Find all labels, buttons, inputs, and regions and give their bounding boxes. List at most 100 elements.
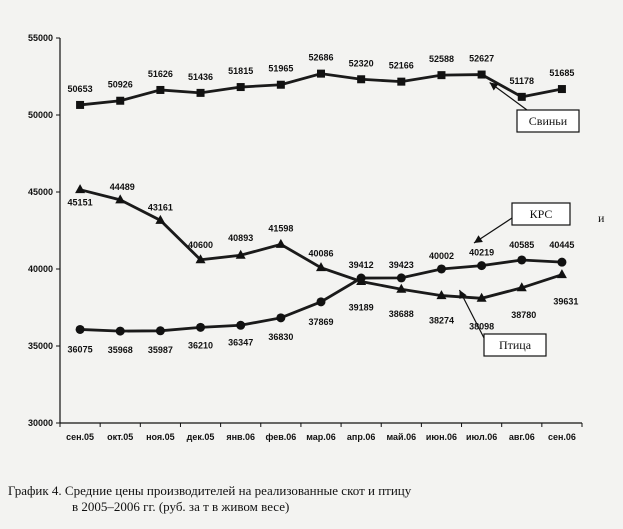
x-tick-label: сен.06 xyxy=(548,432,576,442)
data-label: 36830 xyxy=(268,332,293,342)
y-tick-label: 40000 xyxy=(28,264,53,274)
data-point-square xyxy=(437,71,446,80)
callout-arrow-head xyxy=(489,82,499,91)
data-label: 51685 xyxy=(549,68,574,78)
caption-line-2: в 2005–2006 гг. (руб. за т в живом весе) xyxy=(72,499,290,514)
legend-label: Свиньи xyxy=(529,114,568,128)
legend-callout-box xyxy=(483,333,547,357)
callout-arrow-line xyxy=(458,289,485,339)
data-label: 50653 xyxy=(68,84,93,94)
data-label: 38688 xyxy=(389,309,414,319)
data-point-square xyxy=(276,80,285,89)
x-tick-label: апр.06 xyxy=(347,432,375,442)
data-label: 35968 xyxy=(108,345,133,355)
callout-arrow-head xyxy=(474,235,483,243)
data-label: 40893 xyxy=(228,233,253,243)
line-chart: 30000 35000 40000 45000 50000 55000 сен.05 окт.… xyxy=(28,33,605,442)
data-point-circle xyxy=(356,273,366,283)
data-label: 40600 xyxy=(188,240,213,250)
data-label: 52320 xyxy=(349,58,374,68)
data-label: 51436 xyxy=(188,72,213,82)
x-tick-label: окт.05 xyxy=(107,432,133,442)
data-label: 36347 xyxy=(228,337,253,347)
data-point-circle xyxy=(236,320,246,330)
data-point-triangle xyxy=(275,238,286,248)
x-tick-label: май.06 xyxy=(387,432,417,442)
data-point-circle xyxy=(436,264,446,274)
x-tick-label: янв.06 xyxy=(226,432,255,442)
data-point-triangle xyxy=(316,262,326,272)
data-point-triangle xyxy=(75,184,86,194)
data-label: 36210 xyxy=(188,340,213,350)
data-point-square xyxy=(156,85,165,94)
y-tick-label: 45000 xyxy=(28,187,53,197)
data-point-square xyxy=(557,85,566,94)
data-point-square xyxy=(357,75,366,84)
legend-callout-box xyxy=(516,109,580,133)
data-label: 52627 xyxy=(469,54,494,64)
data-label: 36075 xyxy=(68,344,93,354)
data-label: 38274 xyxy=(429,316,454,326)
data-point-circle xyxy=(557,257,567,267)
x-tick-label: дек.05 xyxy=(187,432,215,442)
data-point-circle xyxy=(477,261,487,271)
x-tick-label: мар.06 xyxy=(306,432,336,442)
data-point-triangle xyxy=(195,254,206,264)
data-point-circle xyxy=(396,273,406,283)
y-tick-label: 35000 xyxy=(28,341,53,351)
data-point-circle xyxy=(75,324,85,334)
x-tick-label: сен.05 xyxy=(66,432,94,442)
data-label: 43161 xyxy=(148,202,173,212)
data-point-circle xyxy=(196,322,206,332)
data-label: 41598 xyxy=(268,223,293,233)
data-point-triangle xyxy=(436,290,447,300)
data-label: 40002 xyxy=(429,251,454,261)
data-point-circle xyxy=(276,313,286,323)
data-point-square xyxy=(517,92,526,101)
data-point-square xyxy=(116,96,125,105)
data-point-triangle xyxy=(396,283,407,293)
data-label: 40445 xyxy=(549,240,574,250)
data-label: 51965 xyxy=(268,64,293,74)
data-label: 45151 xyxy=(68,198,93,208)
data-label: 37869 xyxy=(308,317,333,327)
figure-caption: График 4. Средние цены производителей на… xyxy=(8,483,608,515)
data-label: 40086 xyxy=(308,249,333,259)
y-tick-label: 55000 xyxy=(28,33,53,43)
data-point-triangle xyxy=(235,249,246,259)
y-tick-label: 50000 xyxy=(28,110,53,120)
caption-line-1: График 4. Средние цены производителей на… xyxy=(8,483,412,498)
data-point-square xyxy=(477,70,486,79)
data-label: 40585 xyxy=(509,240,534,250)
data-label: 38098 xyxy=(469,321,494,331)
x-tick-label: ноя.05 xyxy=(146,432,175,442)
legend-label: Птица xyxy=(499,338,532,352)
data-label: 50926 xyxy=(108,80,133,90)
data-label: 51626 xyxy=(148,69,173,79)
x-tick-label: июн.06 xyxy=(426,432,457,442)
legend-callout-box xyxy=(511,202,571,226)
data-point-triangle xyxy=(476,292,487,302)
data-point-square xyxy=(196,88,205,97)
y-tick-label: 30000 xyxy=(28,418,53,428)
data-point-triangle xyxy=(556,269,567,279)
data-label: 39631 xyxy=(553,297,578,307)
data-label: 35987 xyxy=(148,345,173,355)
annotation-text: и xyxy=(598,211,605,225)
data-label: 52166 xyxy=(389,61,414,71)
data-point-circle xyxy=(517,255,527,265)
data-label: 52588 xyxy=(429,54,454,64)
x-tick-label: фев.06 xyxy=(265,432,296,442)
data-point-triangle xyxy=(115,194,126,204)
data-label: 39423 xyxy=(389,260,414,270)
data-point-square xyxy=(317,69,325,78)
legend-label: КРС xyxy=(530,207,553,221)
data-point-triangle xyxy=(516,282,527,292)
x-tick-label: авг.06 xyxy=(509,432,535,442)
data-point-circle xyxy=(316,297,326,307)
data-label: 51178 xyxy=(510,76,535,86)
data-point-square xyxy=(397,77,406,86)
data-point-circle xyxy=(155,326,165,336)
x-tick-label: июл.06 xyxy=(466,432,497,442)
